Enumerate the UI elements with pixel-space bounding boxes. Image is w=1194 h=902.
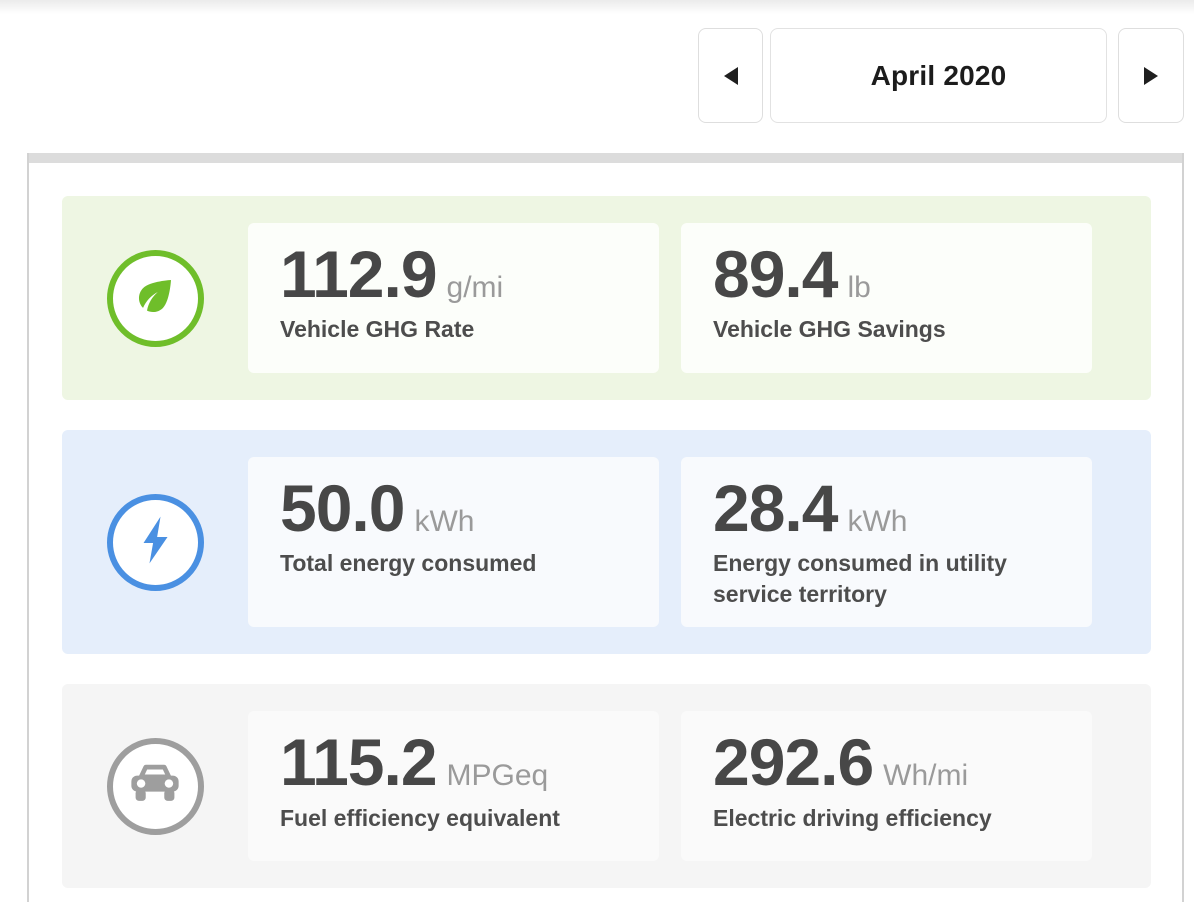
metric-unit: Wh/mi (883, 759, 969, 793)
metric-unit: lb (847, 271, 871, 304)
metric-label: Electric driving efficiency (713, 804, 992, 831)
metric-value: 115.2 (280, 725, 438, 800)
metric-label: Vehicle GHG Savings (713, 316, 946, 343)
next-month-button[interactable] (1118, 28, 1184, 123)
driving-cards: 115.2 MPGeq Fuel efficiency equivalent 29… (248, 711, 1092, 862)
metric-unit: kWh (847, 505, 908, 538)
metric-card-ghg-rate: 112.9 g/mi Vehicle GHG Rate (248, 223, 659, 373)
metric-card-fuel-efficiency: 115.2 MPGeq Fuel efficiency equivalent (248, 711, 659, 862)
car-icon (128, 762, 182, 811)
energy-icon-badge (106, 493, 204, 591)
metrics-panel: 112.9 g/mi Vehicle GHG Rate 89.4 lb Vehicl… (27, 153, 1184, 902)
emissions-icon-badge (106, 249, 204, 347)
energy-icon-column (62, 493, 248, 591)
panel-body: 112.9 g/mi Vehicle GHG Rate 89.4 lb Vehicl… (29, 163, 1182, 889)
metric-unit: g/mi (446, 271, 504, 304)
page-top-shadow (0, 0, 1194, 14)
metric-unit: kWh (414, 505, 475, 538)
metric-row-emissions: 112.9 g/mi Vehicle GHG Rate 89.4 lb Vehicl… (62, 196, 1151, 400)
panel-top-bar (29, 153, 1182, 163)
month-label: April 2020 (870, 59, 1007, 91)
metric-value: 50.0 (280, 471, 405, 545)
month-display[interactable]: April 2020 (770, 28, 1107, 123)
prev-month-button[interactable] (698, 28, 763, 123)
driving-icon-column (62, 737, 248, 835)
right-arrow-icon (1144, 66, 1158, 85)
metric-value: 112.9 (280, 237, 438, 311)
metric-label: Vehicle GHG Rate (280, 316, 475, 343)
leaf-icon (131, 272, 179, 325)
metric-card-ghg-savings: 89.4 lb Vehicle GHG Savings (681, 223, 1092, 373)
metric-row-driving: 115.2 MPGeq Fuel efficiency equivalent 29… (62, 684, 1151, 889)
left-arrow-icon (723, 66, 738, 85)
metric-card-total-energy: 50.0 kWh Total energy consumed (248, 457, 659, 628)
metric-label: Fuel efficiency equivalent (280, 804, 560, 831)
bolt-icon (138, 514, 172, 571)
metric-label: Total energy consumed (280, 550, 537, 577)
metric-label: Energy consumed in utility service terri… (713, 550, 1007, 607)
metric-row-energy: 50.0 kWh Total energy consumed 28.4 kWh En… (62, 430, 1151, 655)
emissions-cards: 112.9 g/mi Vehicle GHG Rate 89.4 lb Vehicl… (248, 223, 1092, 373)
driving-icon-badge (106, 737, 204, 835)
metric-value: 89.4 (713, 237, 838, 311)
metric-card-driving-efficiency: 292.6 Wh/mi Electric driving efficiency (681, 711, 1092, 862)
metric-value: 292.6 (713, 725, 874, 800)
energy-cards: 50.0 kWh Total energy consumed 28.4 kWh En… (248, 457, 1092, 628)
month-nav-header: April 2020 (0, 0, 1194, 153)
metric-card-utility-energy: 28.4 kWh Energy consumed in utility servi… (681, 457, 1092, 628)
metric-unit: MPGeq (446, 759, 549, 793)
emissions-icon-column (62, 249, 248, 347)
metric-value: 28.4 (713, 471, 838, 545)
